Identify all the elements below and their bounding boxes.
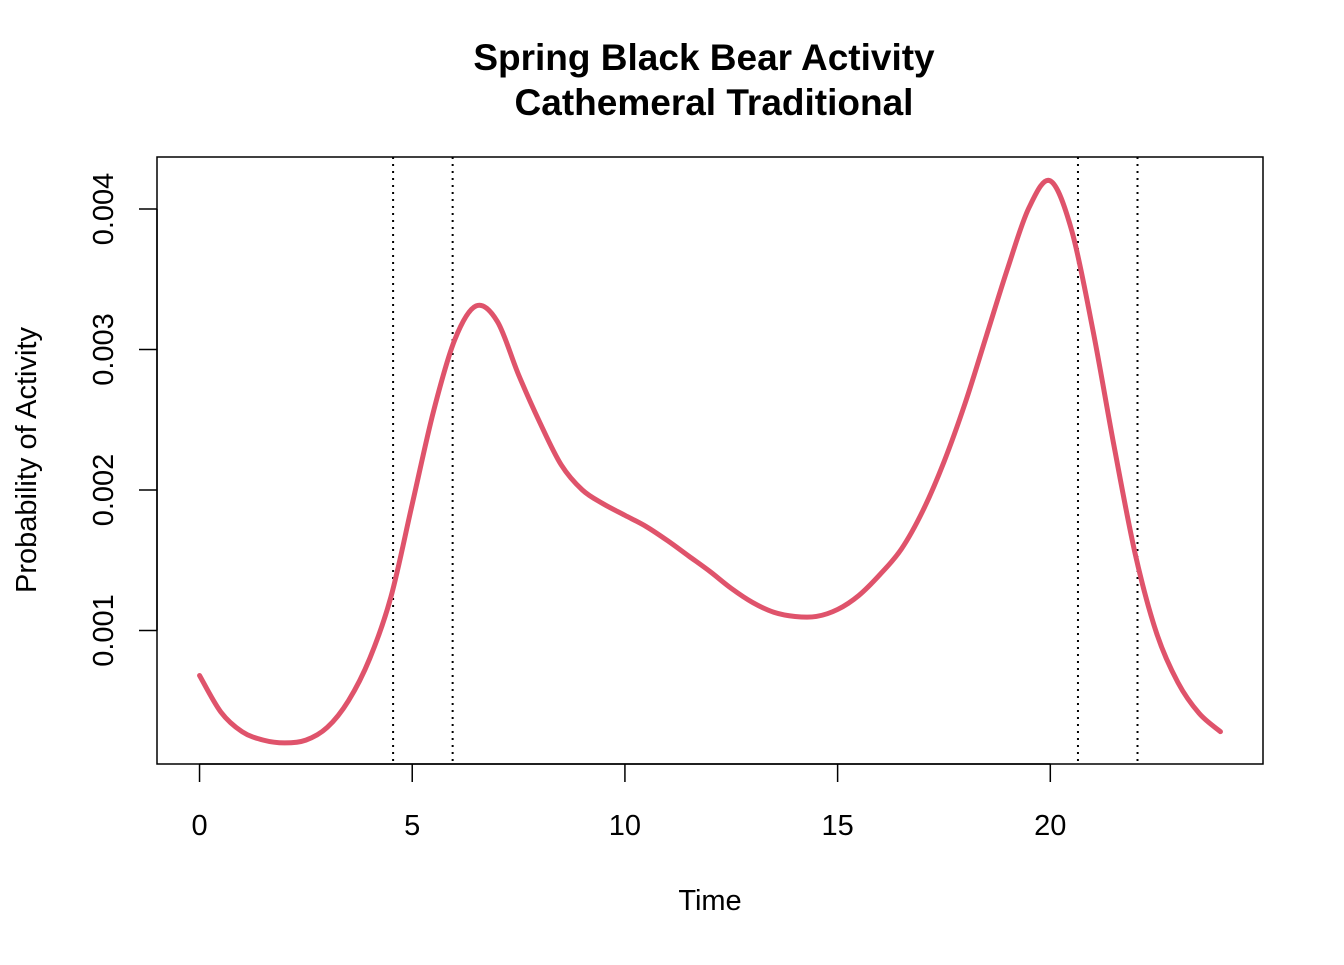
y-tick-label: 0.004 [88, 173, 120, 246]
y-tick-label: 0.001 [88, 594, 120, 667]
series-group [197, 177, 1223, 746]
activity-density-line [197, 177, 1223, 746]
x-tick-label: 5 [404, 810, 420, 842]
x-tick-label: 10 [609, 810, 641, 842]
y-tick-label: 0.003 [88, 313, 120, 386]
x-axis-label: Time [678, 885, 741, 917]
reference-lines [392, 157, 1139, 764]
x-tick-label: 20 [1034, 810, 1066, 842]
y-tick-label: 0.002 [88, 454, 120, 527]
chart-title: Spring Black Bear Activity [473, 37, 935, 78]
chart-subtitle: Cathemeral Traditional [515, 82, 914, 123]
x-axis: 0 5 10 15 20 [191, 763, 1066, 842]
y-axis: 0.001 0.002 0.003 0.004 [88, 173, 158, 667]
y-axis-label: Probability of Activity [11, 327, 43, 593]
plot-frame [156, 156, 1264, 765]
x-tick-label: 0 [191, 810, 207, 842]
x-tick-label: 15 [821, 810, 853, 842]
